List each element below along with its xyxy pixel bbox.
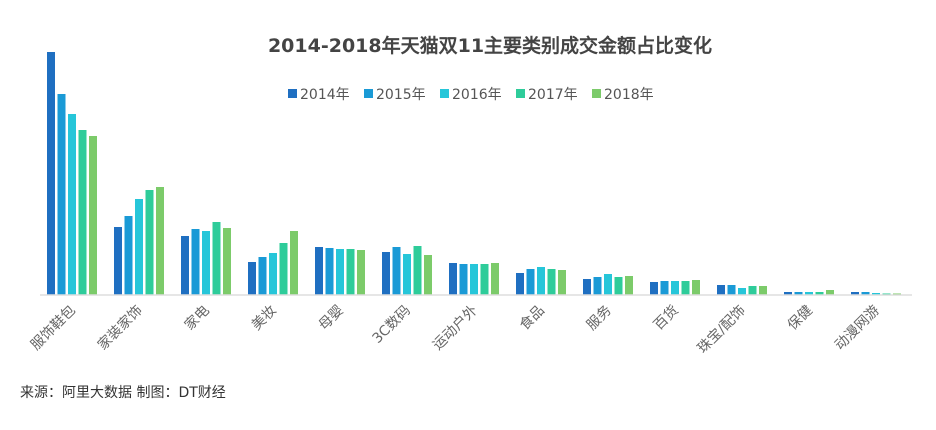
bar <box>625 276 633 295</box>
bar <box>68 114 76 295</box>
bar <box>851 292 859 295</box>
bar <box>57 94 66 295</box>
bar <box>537 267 545 295</box>
bar <box>346 249 355 295</box>
x-tick-label: 百货 <box>650 302 682 334</box>
bar <box>861 292 870 295</box>
bar <box>156 187 164 295</box>
bar <box>738 288 746 295</box>
bar <box>135 199 143 295</box>
bar <box>717 285 725 295</box>
x-tick-label: 家装家饰 <box>94 302 146 354</box>
bar <box>547 269 556 295</box>
bar <box>784 292 792 295</box>
bar <box>480 264 489 295</box>
bar <box>403 254 411 295</box>
bar <box>392 247 401 295</box>
x-tick-label: 动漫网游 <box>832 303 883 354</box>
bar <box>526 269 535 295</box>
bar <box>872 293 880 295</box>
bar <box>805 292 813 295</box>
bar <box>681 281 690 295</box>
bar <box>727 285 736 295</box>
legend-label: 2017年 <box>528 87 578 103</box>
bar <box>660 281 669 295</box>
bar <box>89 136 97 295</box>
bar <box>491 263 499 295</box>
bar <box>558 270 566 295</box>
bar <box>114 227 122 295</box>
bar <box>593 277 602 295</box>
bar <box>650 282 658 295</box>
x-tick-label: 服饰鞋包 <box>28 303 79 354</box>
bar <box>382 252 390 295</box>
bar <box>279 243 288 295</box>
bar <box>325 248 334 295</box>
bar <box>248 262 256 295</box>
chart-title: 2014-2018年天猫双11主要类别成交金额占比变化 <box>268 34 712 57</box>
bar <box>604 274 612 295</box>
x-tick-label: 食品 <box>516 302 548 334</box>
bar <box>470 264 478 295</box>
legend-label: 2015年 <box>376 87 426 103</box>
bar <box>413 246 422 295</box>
bar <box>583 279 591 295</box>
bar <box>290 231 298 295</box>
legend-swatch <box>516 89 525 98</box>
bar <box>357 250 365 295</box>
bar <box>692 280 700 295</box>
x-tick-label: 运动户外 <box>429 302 481 354</box>
bar <box>181 236 189 295</box>
bar <box>145 190 154 295</box>
bar <box>459 264 468 295</box>
x-tick-label: 服务 <box>584 303 615 334</box>
bar <box>258 257 267 295</box>
x-tick-label: 3C数码 <box>370 303 414 347</box>
bar <box>78 130 87 295</box>
bar <box>336 249 344 295</box>
bar <box>315 247 323 295</box>
bar <box>826 290 834 295</box>
bar <box>614 277 623 295</box>
bar <box>212 222 221 295</box>
x-tick-label: 母婴 <box>316 303 347 334</box>
legend-label: 2016年 <box>452 87 502 103</box>
bar <box>794 292 803 295</box>
bar <box>47 52 55 295</box>
bar <box>424 255 432 295</box>
x-tick-label: 家电 <box>181 302 213 334</box>
x-tick-label: 珠宝/配饰 <box>695 303 749 357</box>
legend: 2014年 2015年 2016年 2017年 2018年 <box>288 87 654 103</box>
x-tick-label: 保健 <box>785 303 816 334</box>
legend-label: 2014年 <box>300 87 350 103</box>
bar <box>269 253 277 295</box>
bar <box>124 216 133 295</box>
legend-swatch <box>364 89 373 98</box>
bar <box>191 229 200 295</box>
x-axis-labels: 服饰鞋包 家装家饰 家电 美妆 母婴 3C数码 运动户外 食品 服务 百货 珠宝/配饰 保健 动漫网游 <box>28 302 883 357</box>
bar <box>202 231 210 295</box>
bar <box>748 286 757 295</box>
legend-swatch <box>440 89 449 98</box>
legend-label: 2018年 <box>604 87 654 103</box>
bars <box>47 52 901 295</box>
source-note: 来源：阿里大数据 制图：DT财经 <box>20 385 226 401</box>
bar <box>671 281 679 295</box>
bar <box>759 286 767 295</box>
x-tick-label: 美妆 <box>249 303 280 334</box>
bar <box>223 228 231 295</box>
bar <box>815 292 824 295</box>
legend-swatch <box>592 89 601 98</box>
bar <box>449 263 457 295</box>
legend-swatch <box>288 89 297 98</box>
bar <box>516 273 524 295</box>
